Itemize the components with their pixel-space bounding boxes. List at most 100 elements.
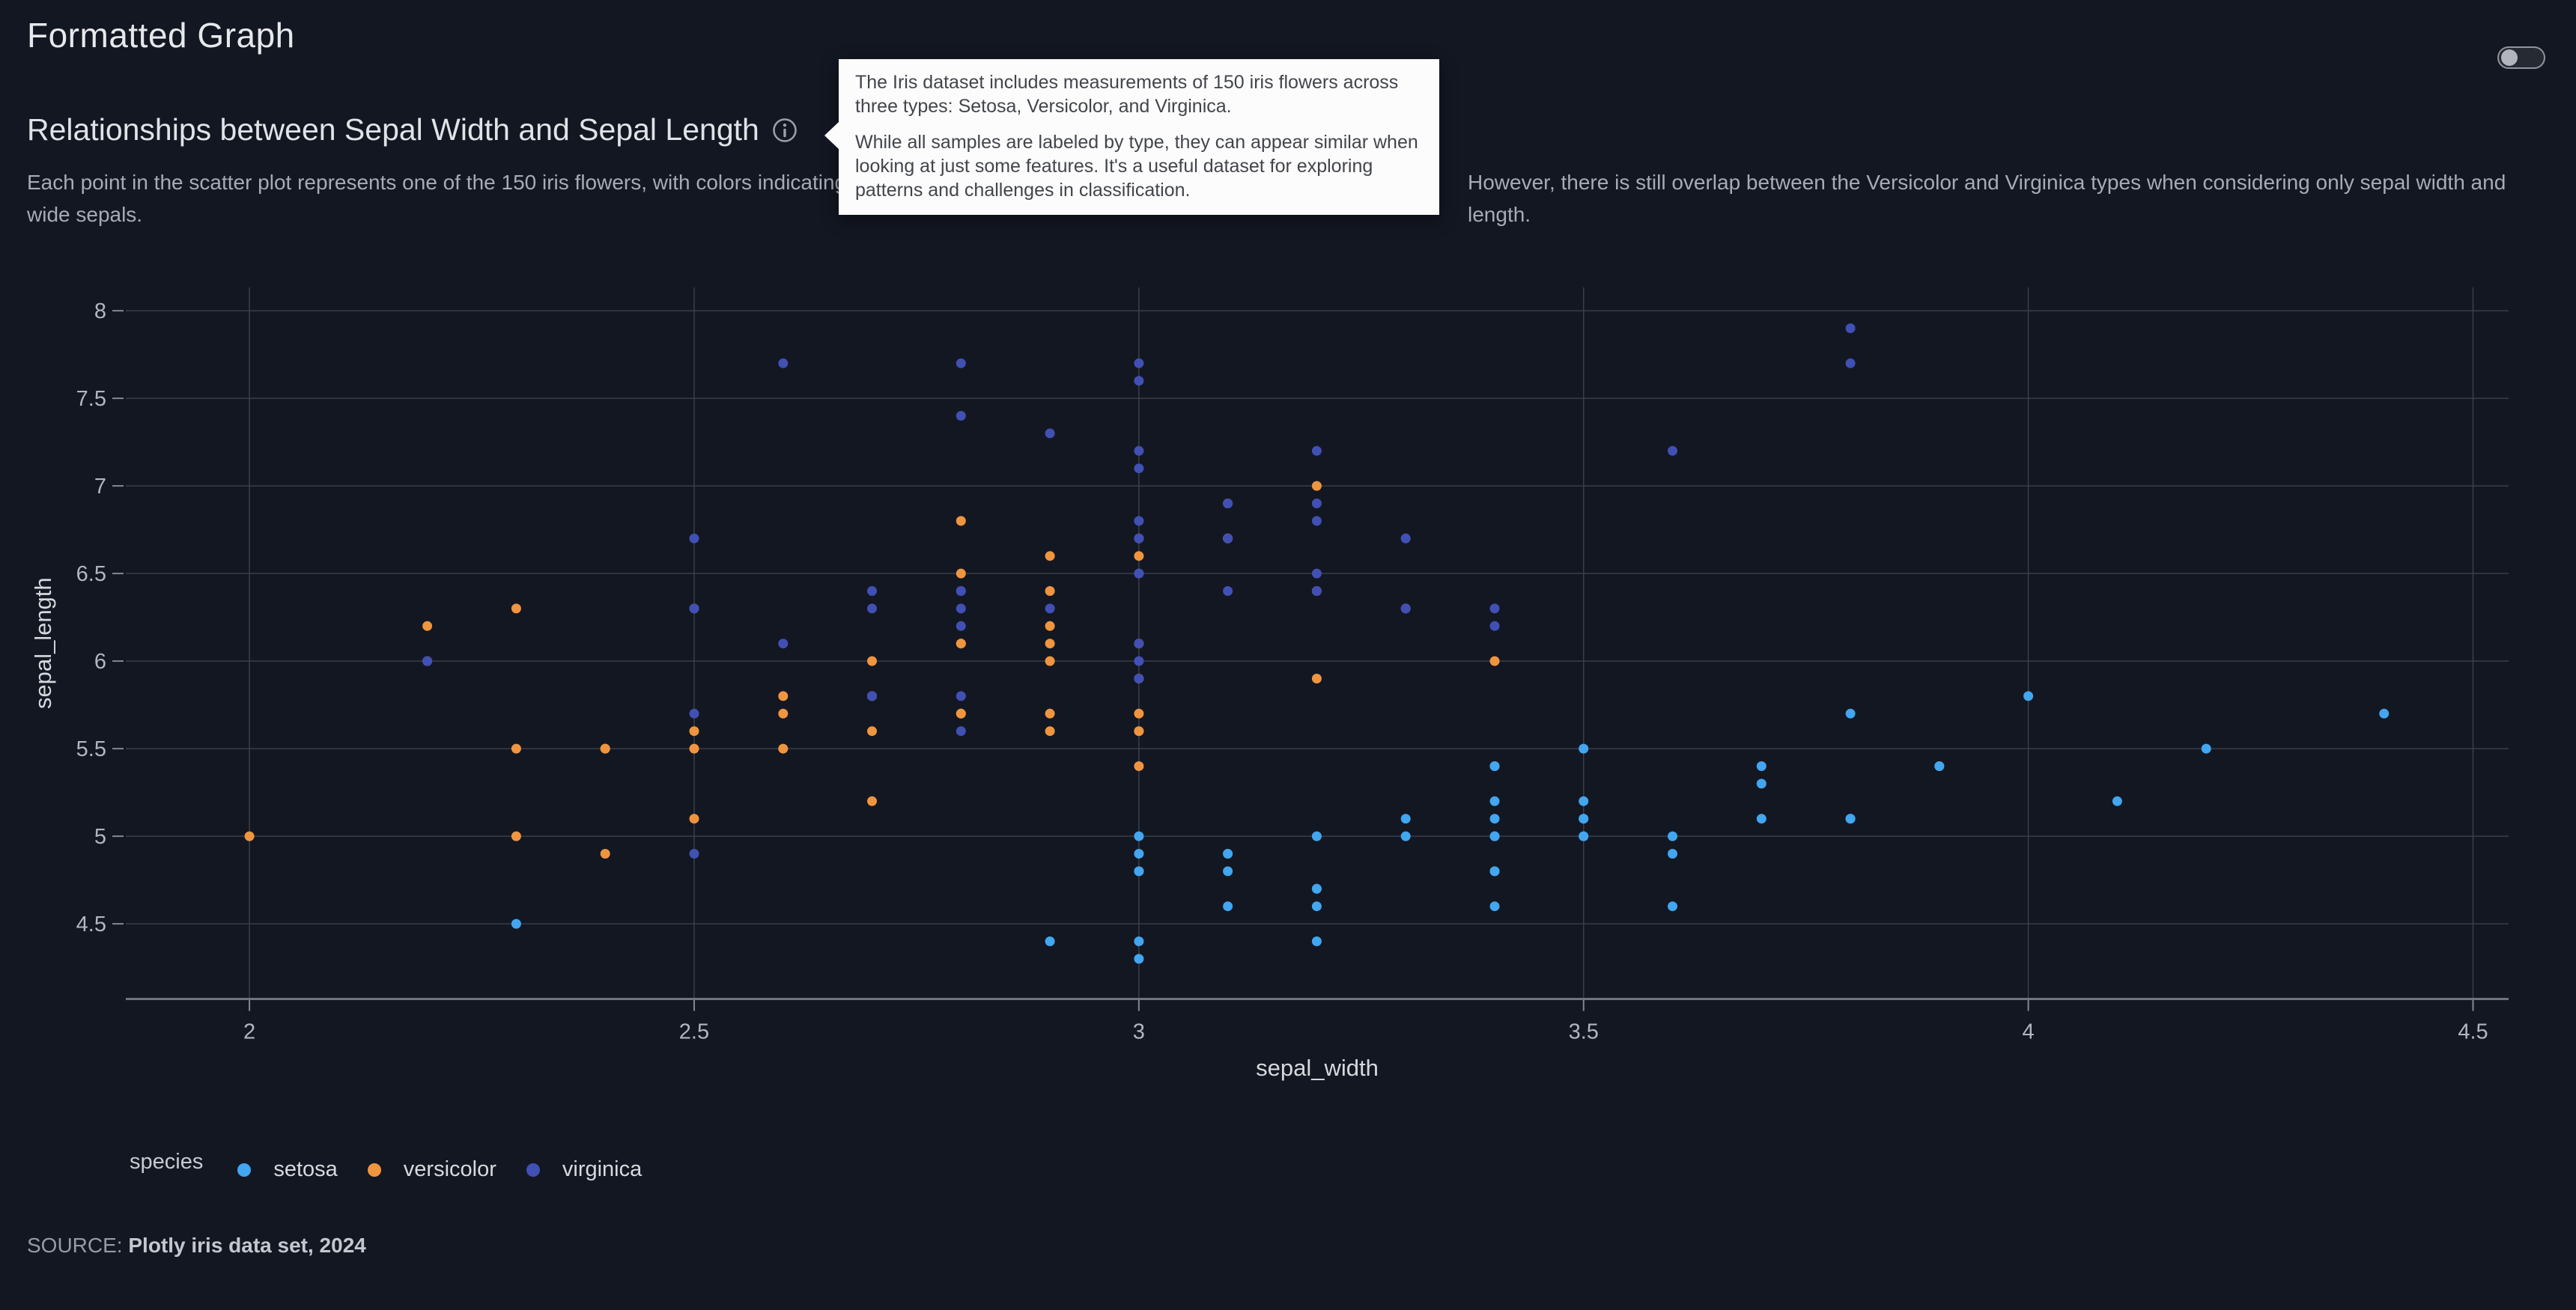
- scatter-point-setosa[interactable]: [1400, 814, 1411, 824]
- scatter-point-setosa[interactable]: [1489, 866, 1500, 877]
- scatter-point-setosa[interactable]: [1845, 708, 1856, 719]
- scatter-point-virginica[interactable]: [1311, 568, 1322, 579]
- scatter-point-versicolor[interactable]: [1134, 708, 1144, 719]
- scatter-point-setosa[interactable]: [1489, 814, 1500, 824]
- scatter-point-virginica[interactable]: [1134, 639, 1144, 649]
- scatter-point-virginica[interactable]: [1845, 323, 1856, 333]
- scatter-point-virginica[interactable]: [422, 656, 433, 666]
- scatter-point-virginica[interactable]: [1668, 445, 1677, 456]
- scatter-point-setosa[interactable]: [1756, 761, 1767, 771]
- legend-item-setosa[interactable]: setosa: [237, 1157, 338, 1182]
- scatter-point-setosa[interactable]: [1311, 831, 1322, 841]
- scatter-point-setosa[interactable]: [1134, 954, 1144, 964]
- scatter-point-virginica[interactable]: [1134, 533, 1144, 543]
- scatter-point-versicolor[interactable]: [689, 743, 699, 754]
- scatter-point-versicolor[interactable]: [956, 639, 966, 649]
- scatter-point-versicolor[interactable]: [600, 743, 610, 754]
- scatter-point-setosa[interactable]: [1311, 901, 1322, 912]
- scatter-point-setosa[interactable]: [2112, 796, 2122, 806]
- scatter-point-versicolor[interactable]: [956, 516, 966, 526]
- scatter-point-virginica[interactable]: [1134, 674, 1144, 683]
- scatter-point-versicolor[interactable]: [1134, 551, 1144, 561]
- scatter-point-setosa[interactable]: [1845, 814, 1856, 824]
- legend-item-virginica[interactable]: virginica: [526, 1157, 642, 1182]
- scatter-point-setosa[interactable]: [1045, 936, 1055, 946]
- scatter-point-versicolor[interactable]: [422, 621, 433, 631]
- scatter-point-virginica[interactable]: [1223, 499, 1233, 508]
- scatter-point-virginica[interactable]: [1223, 586, 1233, 596]
- scatter-point-versicolor[interactable]: [778, 708, 789, 719]
- scatter-point-virginica[interactable]: [956, 603, 966, 614]
- scatter-point-setosa[interactable]: [1489, 761, 1500, 771]
- scatter-point-setosa[interactable]: [2201, 743, 2211, 754]
- scatter-point-virginica[interactable]: [1400, 533, 1411, 543]
- scatter-point-virginica[interactable]: [867, 603, 877, 614]
- scatter-point-virginica[interactable]: [1489, 603, 1500, 614]
- scatter-point-versicolor[interactable]: [511, 743, 521, 754]
- scatter-point-setosa[interactable]: [1579, 743, 1589, 754]
- scatter-point-virginica[interactable]: [1045, 603, 1055, 614]
- scatter-point-virginica[interactable]: [1134, 376, 1144, 386]
- scatter-point-setosa[interactable]: [1668, 831, 1677, 841]
- scatter-point-virginica[interactable]: [1845, 358, 1856, 368]
- scatter-point-setosa[interactable]: [1311, 883, 1322, 894]
- scatter-point-virginica[interactable]: [1223, 533, 1233, 543]
- scatter-point-setosa[interactable]: [1756, 814, 1767, 824]
- scatter-point-versicolor[interactable]: [1045, 551, 1055, 561]
- scatter-point-versicolor[interactable]: [1311, 674, 1322, 683]
- scatter-point-setosa[interactable]: [1579, 831, 1589, 841]
- scatter-point-versicolor[interactable]: [867, 726, 877, 737]
- scatter-point-setosa[interactable]: [1579, 796, 1589, 806]
- scatter-point-setosa[interactable]: [511, 918, 521, 929]
- scatter-point-virginica[interactable]: [689, 708, 699, 719]
- scatter-point-versicolor[interactable]: [511, 831, 521, 841]
- scatter-point-versicolor[interactable]: [867, 796, 877, 806]
- scatter-point-versicolor[interactable]: [1489, 656, 1500, 666]
- theme-toggle[interactable]: [2497, 46, 2545, 69]
- scatter-chart[interactable]: 2 2.5 3 3.5 4 4.5 4.5 5 5.5 6 6.5 7 7.5 8 sepal_width s…: [0, 0, 2576, 1100]
- scatter-point-virginica[interactable]: [1311, 516, 1322, 526]
- scatter-point-versicolor[interactable]: [956, 568, 966, 579]
- scatter-point-versicolor[interactable]: [1311, 481, 1322, 491]
- scatter-point-versicolor[interactable]: [867, 656, 877, 666]
- scatter-point-versicolor[interactable]: [1045, 708, 1055, 719]
- scatter-point-versicolor[interactable]: [1045, 621, 1055, 631]
- scatter-point-virginica[interactable]: [1134, 358, 1144, 368]
- scatter-point-virginica[interactable]: [1134, 445, 1144, 456]
- scatter-point-virginica[interactable]: [867, 691, 877, 701]
- scatter-point-virginica[interactable]: [1134, 568, 1144, 579]
- scatter-point-virginica[interactable]: [956, 691, 966, 701]
- scatter-point-versicolor[interactable]: [244, 831, 255, 841]
- scatter-point-setosa[interactable]: [2023, 691, 2034, 701]
- scatter-point-virginica[interactable]: [1311, 499, 1322, 508]
- scatter-point-virginica[interactable]: [956, 621, 966, 631]
- scatter-point-setosa[interactable]: [1489, 796, 1500, 806]
- scatter-point-virginica[interactable]: [689, 533, 699, 543]
- scatter-point-virginica[interactable]: [1134, 656, 1144, 666]
- scatter-point-versicolor[interactable]: [1045, 726, 1055, 737]
- scatter-point-setosa[interactable]: [1311, 936, 1322, 946]
- scatter-point-virginica[interactable]: [1489, 621, 1500, 631]
- scatter-point-setosa[interactable]: [1934, 761, 1945, 771]
- scatter-point-versicolor[interactable]: [511, 603, 521, 614]
- info-icon[interactable]: [771, 117, 798, 144]
- scatter-point-virginica[interactable]: [778, 639, 789, 649]
- scatter-point-setosa[interactable]: [1668, 901, 1677, 912]
- scatter-point-versicolor[interactable]: [1134, 761, 1144, 771]
- scatter-point-versicolor[interactable]: [689, 726, 699, 737]
- scatter-point-setosa[interactable]: [1223, 866, 1233, 877]
- scatter-point-setosa[interactable]: [1134, 831, 1144, 841]
- scatter-point-virginica[interactable]: [1134, 463, 1144, 474]
- scatter-point-virginica[interactable]: [1400, 603, 1411, 614]
- scatter-point-versicolor[interactable]: [956, 708, 966, 719]
- scatter-point-versicolor[interactable]: [689, 814, 699, 824]
- scatter-point-virginica[interactable]: [1311, 445, 1322, 456]
- scatter-point-virginica[interactable]: [956, 586, 966, 596]
- scatter-point-setosa[interactable]: [1756, 779, 1767, 789]
- scatter-point-setosa[interactable]: [1223, 849, 1233, 859]
- scatter-point-virginica[interactable]: [867, 586, 877, 596]
- scatter-point-setosa[interactable]: [1134, 866, 1144, 877]
- scatter-point-versicolor[interactable]: [1045, 656, 1055, 666]
- scatter-point-versicolor[interactable]: [1045, 639, 1055, 649]
- scatter-point-setosa[interactable]: [1400, 831, 1411, 841]
